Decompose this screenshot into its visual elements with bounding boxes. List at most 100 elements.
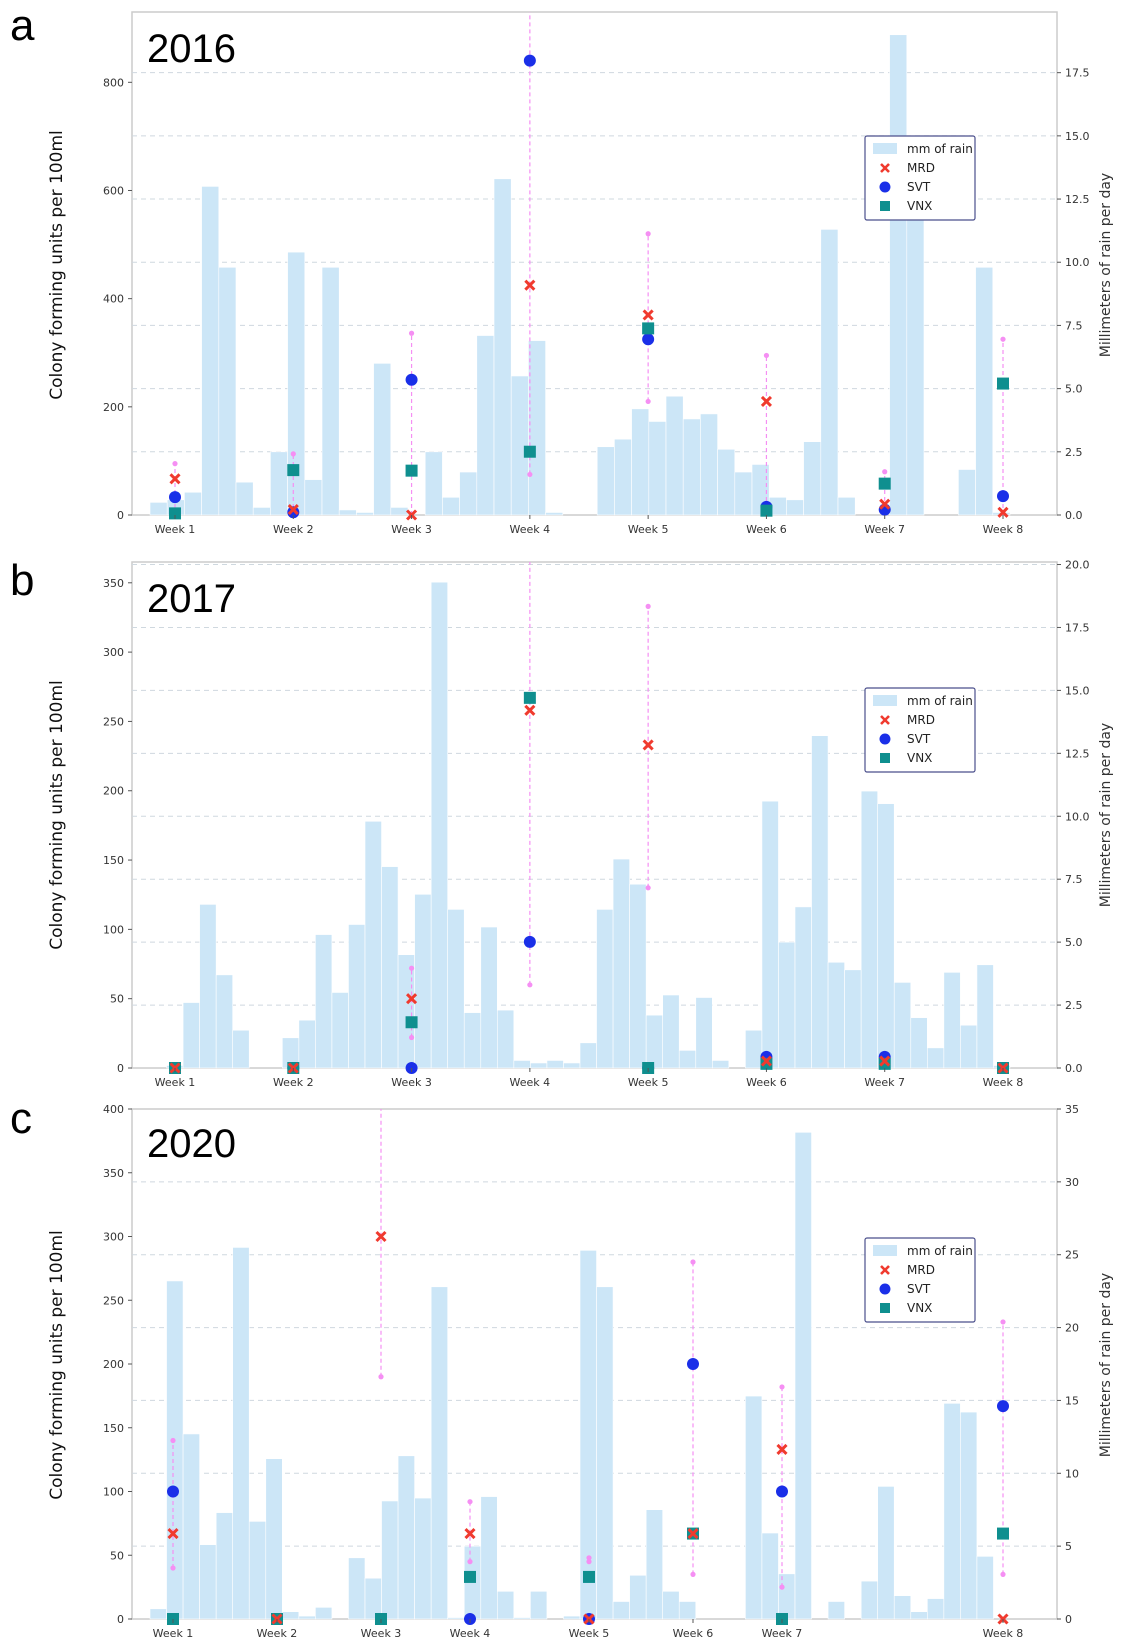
rain-bar	[430, 581, 448, 1069]
error-bar-end	[1000, 1319, 1006, 1325]
left-tick-label: 400	[103, 293, 124, 306]
rain-bar	[827, 961, 845, 1069]
left-ticks-a: 0 200 400 600 800	[103, 76, 132, 522]
legend-c: mm of rain MRD SVT VNX	[864, 1237, 976, 1323]
right-tick-label: 5	[1065, 1540, 1072, 1553]
panel-letter-c: c	[10, 1094, 32, 1143]
right-tick-label: 17.5	[1065, 67, 1090, 80]
rain-bar	[837, 497, 856, 516]
error-bar-end	[527, 982, 533, 988]
mrd-marker	[879, 498, 891, 510]
year-label-2020: 2020	[147, 1122, 236, 1166]
panel-letter-b: b	[10, 556, 34, 605]
rain-bar	[960, 1024, 978, 1069]
vnx-marker	[997, 377, 1009, 390]
rain-bar	[761, 1532, 779, 1620]
rain-bar	[463, 1012, 482, 1069]
legend-label: MRD	[907, 713, 935, 727]
rain-bar	[678, 1601, 697, 1620]
mrd-cross-stroke	[524, 279, 536, 291]
mrd-marker	[287, 504, 299, 516]
rain-bar	[700, 413, 718, 516]
right-tick-label: 20.0	[1065, 559, 1090, 572]
rain-bar	[546, 1060, 564, 1069]
error-bar-end	[763, 352, 770, 359]
x-tick-label: Week 1	[153, 1627, 194, 1640]
vnx-marker	[405, 464, 418, 477]
vnx-marker	[464, 1570, 476, 1583]
legend-label: VNX	[907, 199, 932, 213]
mrd-cross-stroke	[167, 1528, 179, 1540]
rain-bar	[943, 1403, 961, 1620]
panel-letter-a: a	[10, 1, 35, 50]
vnx-marker	[878, 1057, 891, 1070]
mrd-cross-stroke	[880, 1265, 890, 1275]
error-bar-end	[645, 603, 651, 609]
svt-marker	[523, 935, 536, 948]
rain-bar	[682, 418, 701, 516]
x-tick-label: Week 5	[628, 523, 669, 536]
error-bar-end	[170, 1565, 176, 1571]
rain-bar	[648, 421, 667, 516]
rain-bar	[820, 229, 839, 516]
left-tick-label: 250	[103, 715, 124, 728]
right-tick-label: 5.0	[1065, 936, 1083, 949]
error-bar-end	[378, 1374, 384, 1380]
error-bar-end	[690, 1571, 696, 1577]
x-tick-label: Week 2	[273, 523, 314, 536]
rain-bar	[778, 941, 796, 1069]
x-ticks-b: Week 1 Week 2 Week 3 Week 4 Week 5 Week 6 Week…	[155, 1068, 1023, 1089]
rain-bar	[629, 883, 647, 1069]
rain-bar	[827, 1601, 845, 1620]
gridlines-b	[132, 564, 1057, 1006]
legend-a: mm of rain MRD SVT VNX	[864, 135, 976, 221]
svt-marker	[523, 54, 536, 67]
rain-bar	[612, 1601, 630, 1620]
rain-bar	[397, 1455, 415, 1620]
mrd-marker	[760, 395, 772, 407]
vnx-marker	[760, 504, 773, 517]
rain-bar	[199, 1544, 217, 1620]
rain-bar	[282, 1611, 300, 1620]
rain-bars-b	[166, 581, 1011, 1069]
year-label-2017: 2017	[147, 577, 236, 621]
rain-bar	[958, 469, 976, 516]
rain-bar	[530, 1591, 548, 1620]
svt-marker	[776, 1485, 788, 1498]
rain-bar	[893, 1595, 912, 1620]
markers-a	[169, 54, 1009, 521]
rain-bar	[298, 1615, 316, 1620]
legend-label: mm of rain	[907, 694, 973, 708]
x-ticks-c: Week 1 Week 2 Week 3 Week 4 Week 5 Week 6 Week…	[153, 1619, 1023, 1640]
rain-bar	[761, 800, 779, 1069]
rain-bar	[877, 803, 895, 1069]
left-tick-label: 400	[103, 1103, 124, 1116]
right-tick-label: 2.5	[1065, 999, 1083, 1012]
rain-bar	[232, 1029, 250, 1069]
plot-frame-a	[131, 11, 1058, 516]
x-tick-label: Week 7	[864, 1076, 905, 1089]
rain-bar	[348, 1557, 366, 1620]
gridlines-a	[132, 72, 1057, 453]
rain-bar	[218, 266, 237, 516]
rain-bar	[927, 1598, 945, 1620]
rain-bar	[530, 1062, 548, 1069]
left-tick-label: 150	[103, 854, 124, 867]
rain-bar	[794, 1132, 812, 1620]
left-tick-label: 50	[110, 1549, 124, 1562]
left-axis-title-a: Colony forming units per 100ml	[47, 130, 67, 400]
left-tick-label: 350	[103, 577, 124, 590]
mrd-marker	[169, 473, 181, 485]
rain-bar	[596, 1286, 614, 1620]
mrd-marker	[642, 739, 654, 751]
rain-bar	[235, 481, 254, 516]
x-tick-label: Week 4	[510, 523, 551, 536]
legend-label: SVT	[907, 180, 931, 194]
rain-bar	[381, 866, 399, 1069]
legend-label: MRD	[907, 161, 935, 175]
left-tick-label: 200	[103, 401, 124, 414]
rain-bar	[889, 34, 908, 516]
rain-bar	[321, 266, 340, 516]
rain-bar	[338, 509, 357, 516]
svt-marker	[405, 373, 418, 386]
